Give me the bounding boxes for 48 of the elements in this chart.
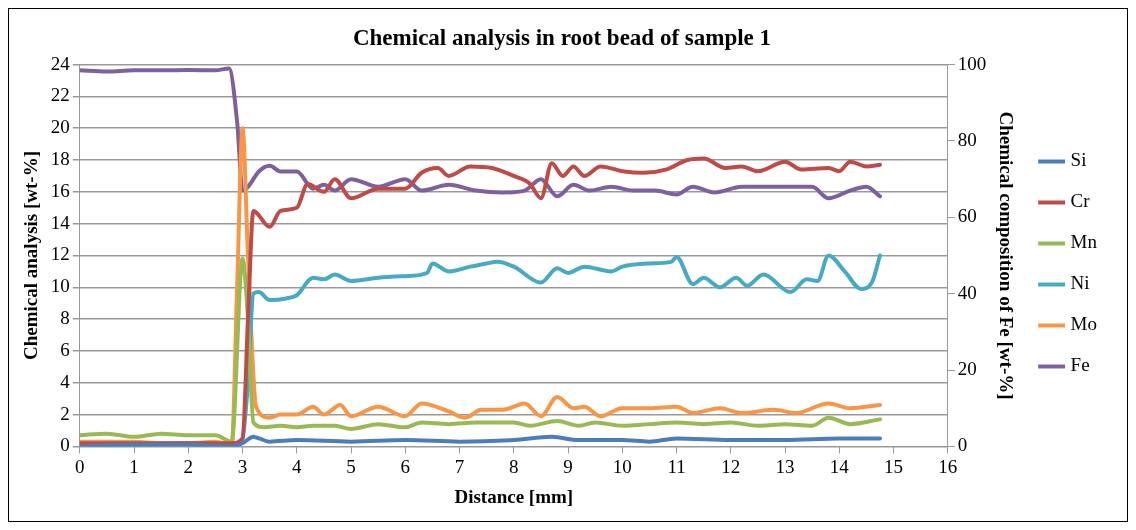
x-tick-label: 6 xyxy=(400,455,411,477)
x-tick-label: 8 xyxy=(509,455,519,477)
legend-label: Mo xyxy=(1070,313,1098,335)
y2-tick-label: 20 xyxy=(957,358,977,380)
y-tick-label: 0 xyxy=(60,434,70,456)
y-tick-label: 2 xyxy=(60,402,70,424)
y-tick-label: 8 xyxy=(60,307,70,329)
x-tick-label: 13 xyxy=(775,455,795,477)
y-tick-label: 16 xyxy=(50,179,70,201)
x-tick-label: 2 xyxy=(183,455,194,477)
x-tick-label: 4 xyxy=(292,455,303,477)
y-axis-title: Chemical analysis [wt-%] xyxy=(20,151,42,360)
x-tick-label: 15 xyxy=(884,455,904,477)
y-tick-label: 12 xyxy=(50,243,70,265)
x-axis-title: Distance [mm] xyxy=(454,485,574,507)
x-tick-label: 16 xyxy=(938,455,958,477)
x-tick-label: 12 xyxy=(721,455,741,477)
legend-label: Ni xyxy=(1070,272,1090,294)
x-tick-label: 9 xyxy=(563,455,573,477)
chart-title: Chemical analysis in root bead of sample 1 xyxy=(352,24,772,50)
x-tick-label: 3 xyxy=(237,455,248,477)
y-tick-label: 6 xyxy=(60,338,70,360)
x-tick-label: 7 xyxy=(454,455,465,477)
x-tick-label: 11 xyxy=(667,455,686,477)
legend-label: Fe xyxy=(1070,354,1090,376)
y-tick-label: 4 xyxy=(60,370,71,392)
line-series xyxy=(79,434,882,447)
legend-label: Cr xyxy=(1070,190,1091,212)
y-tick-label: 14 xyxy=(50,211,71,233)
y2-tick-label: 80 xyxy=(957,128,977,150)
y2-tick-label: 0 xyxy=(957,434,968,456)
y2-tick-label: 40 xyxy=(957,281,977,303)
x-tick-label: 14 xyxy=(829,455,850,477)
y-tick-label: 20 xyxy=(50,116,70,138)
y-tick-label: 18 xyxy=(50,148,70,170)
y2-tick-label: 60 xyxy=(957,205,977,227)
y2-tick-label: 100 xyxy=(957,52,987,74)
y-tick-label: 10 xyxy=(50,275,70,297)
x-tick-label: 0 xyxy=(75,455,85,477)
legend-label: Si xyxy=(1070,149,1087,171)
x-tick-label: 1 xyxy=(129,455,139,477)
y-tick-label: 24 xyxy=(50,52,71,74)
y2-axis-title: Chemical composition of Fe [wt-%] xyxy=(995,111,1017,400)
x-tick-label: 10 xyxy=(612,455,632,477)
legend-label: Mn xyxy=(1070,231,1098,253)
line-series xyxy=(79,66,882,201)
y-tick-label: 22 xyxy=(50,84,70,106)
x-tick-label: 5 xyxy=(346,455,356,477)
